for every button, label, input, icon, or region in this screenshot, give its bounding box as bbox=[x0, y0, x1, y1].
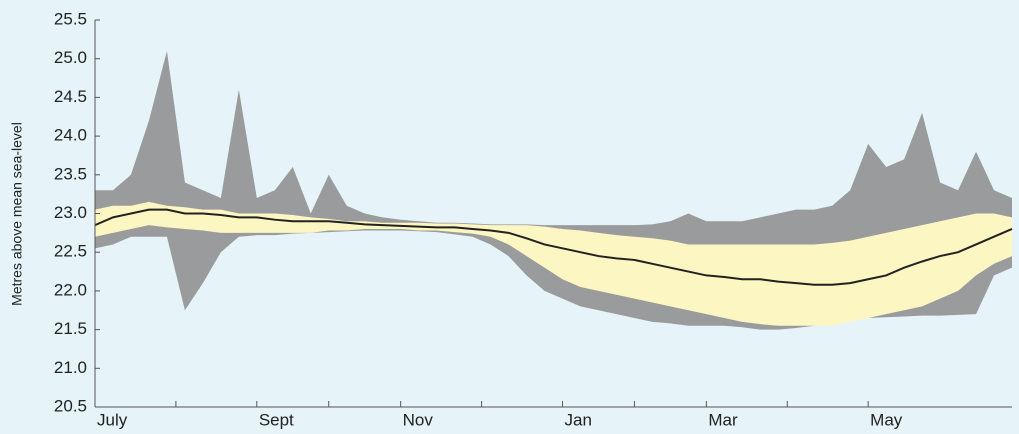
y-tick-label: 25.0 bbox=[54, 48, 87, 67]
y-tick-label: 21.5 bbox=[54, 319, 87, 338]
y-tick-label: 20.5 bbox=[54, 396, 87, 415]
x-tick-label: Nov bbox=[403, 410, 434, 429]
y-tick-label: 23.5 bbox=[54, 164, 87, 183]
y-tick-label: 22.5 bbox=[54, 242, 87, 261]
x-tick-label: July bbox=[97, 410, 128, 429]
y-tick-label: 24.5 bbox=[54, 87, 87, 106]
range-band bbox=[95, 201, 1012, 326]
y-tick-label: 25.5 bbox=[54, 9, 87, 28]
y-tick-label: 24.0 bbox=[54, 126, 87, 145]
y-tick-label: 22.0 bbox=[54, 280, 87, 299]
x-tick-label: May bbox=[870, 410, 903, 429]
x-tick-label: Jan bbox=[564, 410, 591, 429]
y-tick-label: 23.0 bbox=[54, 203, 87, 222]
y-tick-label: 21.0 bbox=[54, 358, 87, 377]
x-tick-label: Mar bbox=[708, 410, 738, 429]
y-axis-title: Metres above mean sea-level bbox=[9, 122, 25, 306]
x-tick-label: Sept bbox=[259, 410, 294, 429]
median-line bbox=[94, 208, 1013, 286]
